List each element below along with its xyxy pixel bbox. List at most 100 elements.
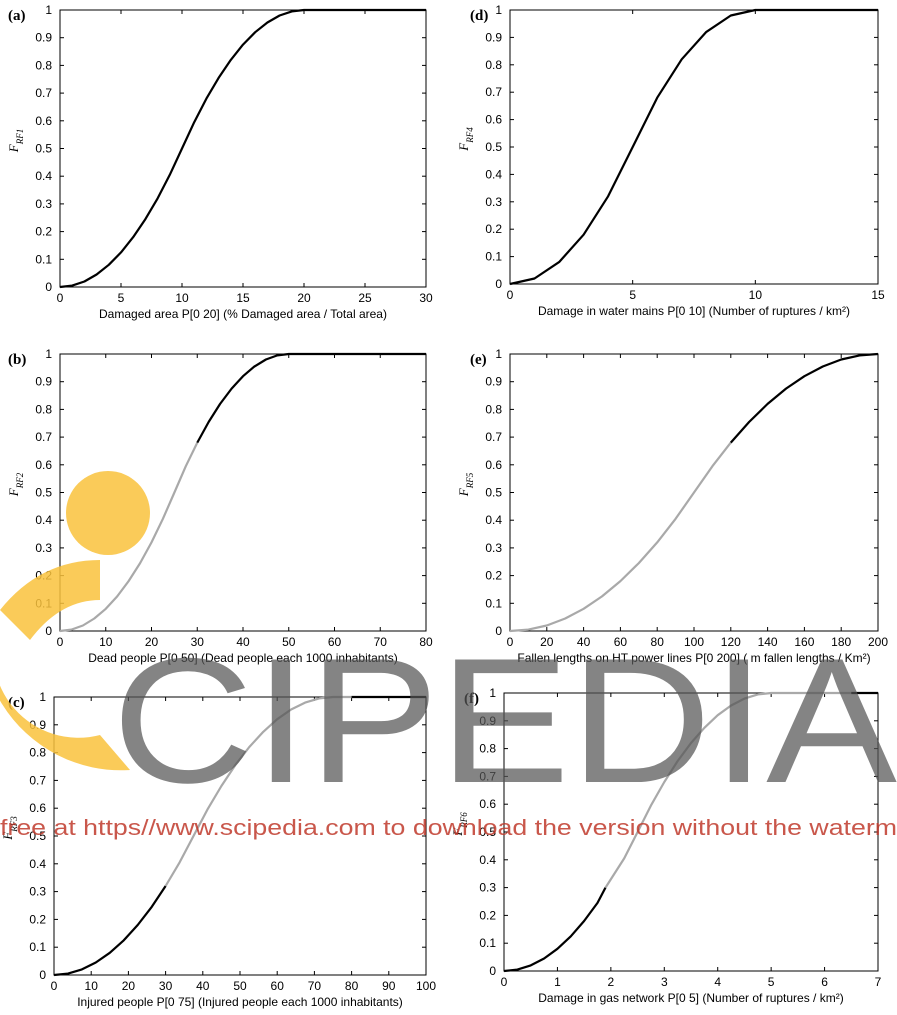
y-tick-label: 0.3: [485, 541, 502, 555]
x-tick-label: 50: [282, 635, 296, 649]
y-tick-label: 0.9: [35, 31, 52, 45]
y-tick-label: 0.1: [35, 252, 52, 266]
x-tick-label: 20: [297, 291, 311, 305]
y-axis-label-sub: RF5: [465, 472, 475, 489]
x-tick-label: 20: [145, 635, 159, 649]
y-tick-label: 0.3: [479, 881, 496, 895]
x-tick-label: 0: [507, 635, 514, 649]
y-tick-label: 0.9: [35, 375, 52, 389]
cdf-line-black: [59, 8, 426, 289]
y-tick-label: 0.7: [35, 430, 52, 444]
cdf-line-black: [53, 885, 167, 977]
y-tick-label: 0.5: [35, 486, 52, 500]
cdf-line-gray: [59, 442, 199, 633]
y-tick-label: 0.3: [35, 541, 52, 555]
y-tick-label: 0.4: [35, 169, 52, 183]
y-tick-label: 0.6: [35, 114, 52, 128]
y-axis-label-sub: RF6: [459, 812, 469, 829]
x-tick-label: 5: [118, 291, 125, 305]
axes-frame: [59, 9, 427, 288]
y-tick-label: 0.9: [485, 375, 502, 389]
y-tick-label: 0.9: [479, 714, 496, 728]
y-tick-label: 0.4: [35, 513, 52, 527]
cdf-line-gray: [509, 441, 732, 633]
x-tick-label: 30: [191, 635, 205, 649]
axes-frame: [509, 9, 879, 285]
y-tick-label: 0.5: [485, 140, 502, 154]
y-axis-label: FRF1: [6, 129, 25, 153]
y-tick-label: 0.2: [485, 222, 502, 236]
cdf-line-black: [503, 887, 607, 973]
x-tick-label: 30: [419, 291, 433, 305]
y-tick-label: 1: [489, 686, 496, 700]
y-tick-label: 0.7: [479, 769, 496, 783]
x-axis-label: Damage in gas network P[0 5] (Number of …: [538, 991, 843, 1005]
y-axis-label-sub: RF4: [465, 127, 475, 144]
x-tick-label: 20: [122, 979, 136, 993]
y-tick-label: 0: [39, 968, 46, 982]
x-tick-label: 50: [233, 979, 247, 993]
y-axis-label: FRF5: [456, 472, 475, 497]
y-tick-label: 0.2: [479, 908, 496, 922]
y-tick-label: 1: [495, 3, 502, 17]
y-axis-label-main: F: [456, 487, 471, 497]
cdf-line-black: [196, 352, 426, 444]
x-tick-label: 6: [821, 975, 828, 989]
chart-panel-a: 00.10.20.30.40.50.60.70.80.910 5 10 15 20 25 3…: [6, 3, 433, 321]
y-tick-label: 0.4: [485, 167, 502, 181]
watermark-banner-text: free at https//www.scipedia.com to downl…: [0, 815, 897, 840]
x-tick-label: 2: [608, 975, 615, 989]
y-tick-label: 0: [45, 624, 52, 638]
y-axis-label-main: F: [6, 487, 21, 497]
x-tick-label: 100: [416, 979, 436, 993]
y-axis-label: FRF2: [6, 472, 25, 497]
y-tick-label: 0.6: [479, 797, 496, 811]
y-tick-label: 1: [39, 690, 46, 704]
y-tick-label: 0.8: [35, 58, 52, 72]
x-tick-label: 40: [196, 979, 210, 993]
x-tick-label: 10: [749, 288, 763, 302]
x-tick-label: 5: [629, 288, 636, 302]
x-tick-label: 7: [875, 975, 882, 989]
y-tick-label: 0.1: [29, 940, 46, 954]
x-tick-label: 0: [507, 288, 514, 302]
x-tick-label: 1: [554, 975, 561, 989]
y-tick-label: 0.7: [485, 430, 502, 444]
x-tick-label: 100: [684, 635, 704, 649]
y-tick-label: 0.7: [485, 85, 502, 99]
y-tick-label: 0.3: [485, 195, 502, 209]
y-tick-label: 0.5: [485, 486, 502, 500]
y-tick-label: 0.5: [35, 142, 52, 156]
x-tick-label: 10: [175, 291, 189, 305]
x-tick-label: 70: [374, 635, 388, 649]
y-tick-label: 0.6: [29, 801, 46, 815]
x-tick-label: 60: [328, 635, 342, 649]
x-tick-label: 120: [721, 635, 741, 649]
x-axis-label: Damage in water mains P[0 10] (Number of…: [538, 304, 850, 318]
watermark-logo-connector: [0, 560, 100, 640]
cdf-line-black: [509, 8, 878, 286]
chart-panel-d: 00.10.20.30.40.50.60.70.80.910 5 10 15(d)FR…: [456, 3, 885, 318]
x-tick-label: 80: [345, 979, 359, 993]
x-tick-label: 70: [308, 979, 322, 993]
y-tick-label: 0.6: [485, 113, 502, 127]
y-tick-label: 0.2: [35, 225, 52, 239]
y-tick-label: 1: [495, 347, 502, 361]
y-tick-label: 0.6: [485, 458, 502, 472]
y-axis-label-main: F: [0, 831, 15, 841]
x-tick-label: 15: [236, 291, 250, 305]
y-tick-label: 0.3: [35, 197, 52, 211]
y-axis-label: FRF4: [456, 127, 475, 152]
panel-letter: (b): [8, 352, 26, 368]
y-tick-label: 0.3: [29, 885, 46, 899]
x-tick-label: 60: [271, 979, 285, 993]
cdf-line-gray: [604, 691, 852, 889]
y-tick-label: 0.7: [35, 86, 52, 100]
y-tick-label: 1: [45, 3, 52, 17]
y-tick-label: 0.4: [479, 853, 496, 867]
y-tick-label: 0.8: [35, 402, 52, 416]
y-tick-label: 0.2: [29, 912, 46, 926]
y-axis-label-main: F: [456, 142, 471, 152]
